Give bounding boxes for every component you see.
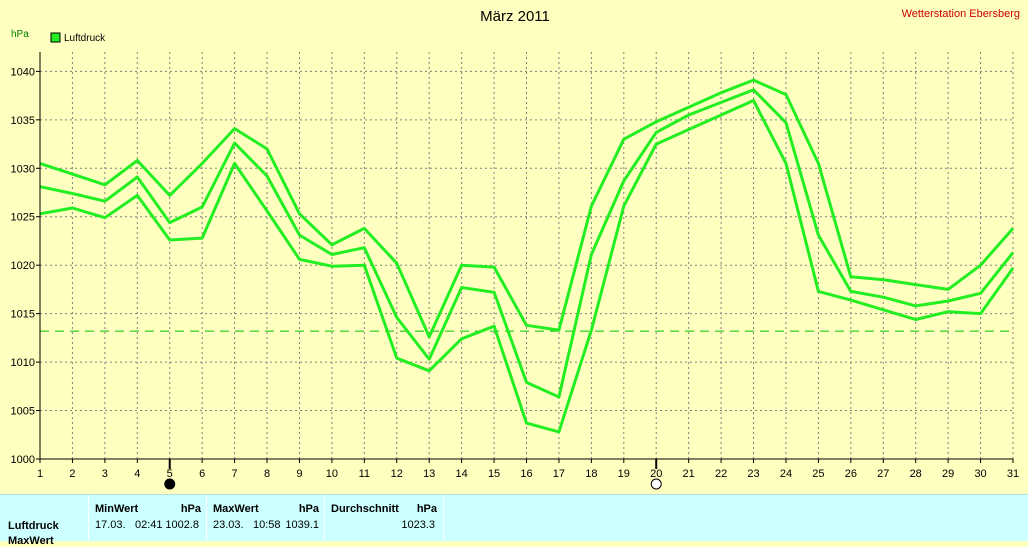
pressure-chart: März 2011 Wetterstation Ebersberg hPa Lu…: [11, 8, 1020, 490]
legend-swatch: [50, 32, 61, 43]
station-name: Wetterstation Ebersberg: [902, 8, 1020, 20]
x-tick-label: 18: [585, 468, 597, 480]
maxwert-date: 23.03.: [213, 519, 244, 531]
statistics-footer: Luftdruck MaxWert MinWert hPa 17.03. 02:…: [0, 494, 1028, 547]
series-max-line: [39, 78, 1015, 339]
chart-title: März 2011: [480, 8, 550, 25]
x-tick-label: 20: [650, 468, 662, 480]
x-tick-label: 29: [942, 468, 954, 480]
x-tick-label: 30: [974, 468, 986, 480]
y-tick-label: 1005: [11, 406, 35, 418]
row-label-luftdruck: Luftdruck: [8, 520, 59, 532]
grid: [40, 52, 1014, 459]
y-unit-label: hPa: [11, 29, 29, 40]
x-tick-label: 2: [69, 468, 75, 480]
y-tick-label: 1040: [11, 66, 35, 78]
series-lines: [39, 78, 1015, 434]
legend: Luftdruck: [50, 32, 106, 44]
x-tick-label: 26: [845, 468, 857, 480]
x-tick-label: 17: [553, 468, 565, 480]
x-tick-label: 22: [715, 468, 727, 480]
y-tick-label: 1000: [11, 454, 35, 466]
x-tick-label: 19: [618, 468, 630, 480]
maxwert-column: MaxWert hPa 23.03. 10:58 1039.1: [206, 495, 325, 541]
x-tick-label: 31: [1007, 468, 1019, 480]
x-tick-label: 24: [780, 468, 792, 480]
x-tick-label: 11: [359, 468, 370, 480]
durchschnitt-unit: hPa: [416, 503, 437, 515]
y-tick-label: 1015: [11, 309, 35, 321]
minwert-column: MinWert hPa 17.03. 02:41 1002.8: [88, 495, 207, 541]
y-tick-label: 1025: [11, 212, 35, 224]
full-moon-icon: [650, 478, 662, 490]
x-tick-label: 10: [326, 468, 338, 480]
durchschnitt-column: Durchschnitt hPa 1023.3: [324, 495, 444, 541]
x-tick-label: 12: [391, 468, 403, 480]
x-tick-label: 5: [167, 468, 173, 480]
minwert-unit: hPa: [180, 503, 201, 515]
minwert-time: 02:41: [135, 519, 163, 531]
x-tick-label: 28: [910, 468, 922, 480]
x-tick-label: 7: [232, 468, 238, 480]
minwert-date: 17.03.: [95, 519, 126, 531]
x-tick-label: 6: [199, 468, 205, 480]
maxwert-value: 1039.1: [285, 519, 319, 531]
minwert-value: 1002.8: [165, 519, 199, 531]
x-tick-label: 25: [812, 468, 824, 480]
x-tick-label: 3: [102, 468, 108, 480]
x-tick-label: 21: [683, 468, 695, 480]
x-tick-label: 15: [488, 468, 500, 480]
durchschnitt-header: Durchschnitt: [331, 503, 399, 515]
x-tick-label: 14: [456, 468, 468, 480]
y-tick-label: 1035: [11, 115, 35, 127]
x-tick-label: 1: [37, 468, 43, 480]
x-tick-label: 27: [877, 468, 889, 480]
x-tick-label: 23: [747, 468, 759, 480]
series-min-line: [39, 99, 1015, 434]
y-tick-label: 1010: [11, 357, 35, 369]
x-tick-label: 9: [296, 468, 302, 480]
maxwert-header: MaxWert: [213, 503, 259, 515]
x-tick-label: 16: [520, 468, 532, 480]
maxwert-time: 10:58: [253, 519, 281, 531]
y-tick-label: 1020: [11, 260, 35, 272]
moon-markers: [164, 459, 662, 490]
x-tick-label: 4: [134, 468, 140, 480]
x-tick-label: 8: [264, 468, 270, 480]
minwert-header: MinWert: [95, 503, 139, 515]
maxwert-unit: hPa: [298, 503, 319, 515]
legend-label: Luftdruck: [64, 33, 106, 44]
durchschnitt-value: 1023.3: [401, 519, 435, 531]
y-tick-label: 1030: [11, 163, 35, 175]
new-moon-icon: [164, 478, 176, 490]
x-tick-label: 13: [423, 468, 435, 480]
series-mean-line: [39, 88, 1015, 399]
row-label-maxwert: MaxWert: [8, 535, 54, 547]
